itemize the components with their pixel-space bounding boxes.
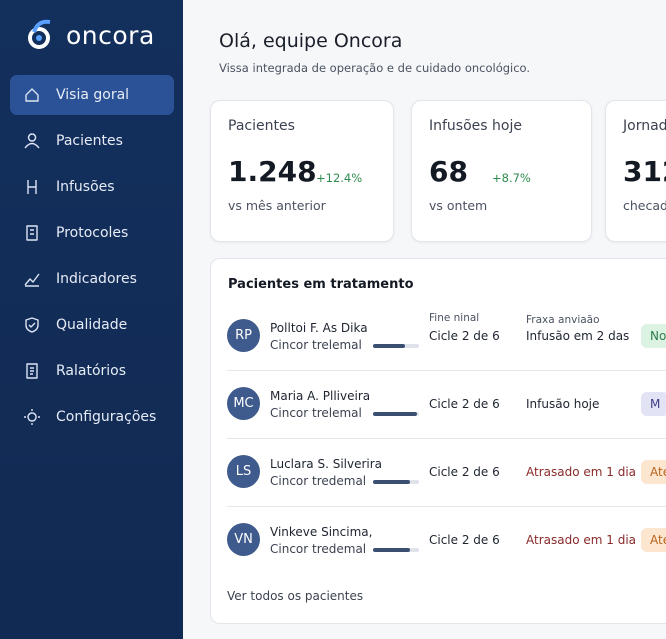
progress-fill [373, 412, 417, 416]
logo-icon [28, 19, 51, 49]
stat-note: vs mês anterior [228, 198, 326, 213]
status-badge: Ate [641, 460, 666, 484]
patient-plan: Cincor tredemal [270, 474, 367, 488]
progress-track [373, 548, 419, 552]
status: Infusão hoje [526, 397, 600, 411]
nav-item[interactable]: Qualidade [10, 305, 174, 345]
patient-plan: Cincor trelemal [270, 338, 362, 352]
patient-plan: Cincor trelemal [270, 406, 362, 420]
nav-icon [26, 225, 38, 241]
row-separator [227, 370, 666, 371]
patients-table: Pacientes em tratamento Fine ninal Fraxa… [210, 258, 666, 624]
avatar: RP [227, 319, 260, 352]
patient-name: Polltoi F. As Dika [270, 321, 368, 335]
progress-track [373, 480, 419, 484]
page-title: Olá, equipe Oncora [219, 30, 403, 52]
nav-icon [25, 88, 39, 102]
progress-fill [373, 344, 406, 348]
nav-icon [25, 317, 39, 333]
sidebar: oncora Visia goral Pacientes Infusões Proto… [0, 0, 183, 639]
logo-text: oncora [66, 20, 155, 50]
nav-icon [24, 273, 40, 287]
stat-label: Infusões hoje [429, 118, 522, 134]
nav-label: Infusões [56, 179, 115, 195]
nav-item[interactable]: Protocoles [10, 213, 174, 253]
patient-name: Maria A. Plliveira [270, 389, 371, 403]
row-separator [227, 506, 666, 507]
stat-label: Jornad [623, 118, 666, 134]
progress-fill [373, 480, 410, 484]
status-badge: No [641, 324, 666, 348]
nav-label: Ralatórios [56, 363, 127, 379]
nav-icon [24, 409, 40, 425]
stat-card: Infusões hoje 68 +8.7% vs ontem [411, 100, 592, 242]
status-badge: Ate [641, 528, 666, 552]
table-row[interactable]: MC Maria A. Plliveira Cincor trelemal Cicle… [211, 370, 666, 437]
nav-item[interactable]: Ralatórios [10, 351, 174, 391]
stat-value: 68 [429, 155, 468, 188]
avatar: VN [227, 523, 260, 556]
stat-note: vs ontem [429, 198, 488, 213]
nav-item[interactable]: Pacientes [10, 121, 174, 161]
nav-item[interactable]: Infusões [10, 167, 174, 207]
stat-value: 1.248 [228, 155, 317, 188]
nav-label: Pacientes [56, 133, 123, 149]
avatar: MC [227, 387, 260, 420]
nav-label: Configurações [56, 409, 157, 425]
nav-item[interactable]: Visia goral [10, 75, 174, 115]
stat-change: +8.7% [492, 171, 531, 185]
table-title: Pacientes em tratamento [228, 277, 414, 292]
page-subtitle: Vissa integrada de operação e de cuidado… [219, 61, 531, 75]
nav-item[interactable]: Indicadores [10, 259, 174, 299]
nav-icon [27, 180, 37, 194]
status-badge: M [641, 392, 666, 416]
nav-item[interactable]: Configurações [10, 397, 174, 437]
status: Infusão em 2 das [526, 329, 630, 343]
cycle: Cicle 2 de 6 [429, 533, 500, 547]
table-row[interactable]: RP Polltoi F. As Dika Cincor trelemal Cicle… [211, 302, 666, 369]
row-separator [227, 438, 666, 439]
table-row[interactable]: LS Luclara S. Silverira Cincor tredemal Cic… [211, 438, 666, 505]
stat-note: checad [623, 198, 666, 213]
patient-name: Vinkeve Sincima, [270, 525, 373, 539]
avatar: LS [227, 455, 260, 488]
patient-plan: Cincor tredemal [270, 542, 367, 556]
stat-card: Jornad 312 checad [605, 100, 666, 242]
progress-track [373, 412, 419, 416]
nav-label: Indicadores [56, 271, 137, 287]
column-header: Fraxa anviaão [526, 314, 600, 326]
nav-label: Visia goral [56, 87, 130, 103]
nav-icon [26, 363, 38, 379]
stat-card: Pacientes 1.248 +12.4% vs mês anterior [210, 100, 394, 242]
patient-name: Luclara S. Silverira [270, 457, 383, 471]
table-row[interactable]: VN Vinkeve Sincima, Cincor tredemal Cicle 2… [211, 506, 666, 573]
stat-label: Pacientes [228, 118, 295, 134]
progress-track [373, 344, 419, 348]
status: Atrasado em 1 dia [526, 533, 637, 547]
cycle: Cicle 2 de 6 [429, 329, 500, 343]
nav-label: Qualidade [56, 317, 128, 333]
cycle: Cicle 2 de 6 [429, 397, 500, 411]
nav-label: Protocoles [56, 225, 129, 241]
logo: oncora [24, 18, 155, 52]
cycle: Cicle 2 de 6 [429, 465, 500, 479]
view-all-link[interactable]: Ver todos os pacientes [227, 589, 364, 603]
column-header: Fine ninal [429, 312, 480, 324]
stat-change: +12.4% [316, 171, 363, 185]
status: Atrasado em 1 dia [526, 465, 637, 479]
stat-value: 312 [623, 155, 666, 188]
progress-fill [373, 548, 410, 552]
nav-icon [24, 133, 40, 149]
